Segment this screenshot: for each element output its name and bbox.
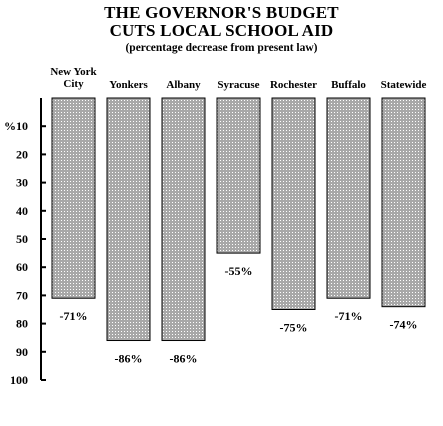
y-tick-label: 60	[16, 260, 28, 274]
bar	[216, 97, 261, 254]
category-label: Rochester	[270, 79, 317, 91]
y-axis-unit: %	[4, 119, 16, 133]
y-axis: %10 20 30 40 50 60 70 80 90 100	[4, 98, 46, 387]
y-tick-label: 30	[16, 176, 28, 190]
bar	[326, 97, 371, 299]
y-tick-label: 40	[16, 204, 28, 218]
y-tick-label: 20	[16, 147, 28, 161]
category-label: Statewide	[381, 79, 427, 91]
bar-value-label: -71%	[60, 309, 88, 323]
category-label: Buffalo	[331, 79, 366, 91]
category-label: Albany	[166, 79, 201, 91]
y-tick-label: %10	[4, 119, 28, 133]
y-tick-label: 90	[16, 345, 28, 359]
chart-subtitle: (percentage decrease from present law)	[125, 42, 318, 54]
bar-value-label: -74%	[390, 318, 418, 332]
bar-value-label: -71%	[335, 309, 363, 323]
bars: -71% -86% -86% -55% -75% -71% -74%	[51, 97, 426, 366]
y-tick-label: 100	[10, 373, 28, 387]
category-label: Yonkers	[109, 79, 148, 91]
category-label: Syracuse	[217, 79, 259, 91]
y-tick-label: 70	[16, 288, 28, 302]
bar-value-label: -86%	[170, 352, 198, 366]
bar	[271, 97, 316, 310]
category-label: City	[63, 78, 84, 90]
chart-title-line-2: CUTS LOCAL SCHOOL AID	[109, 21, 334, 40]
bar-value-label: -55%	[225, 264, 253, 278]
category-label: New York	[50, 66, 97, 78]
bar	[161, 97, 206, 342]
chart-title-line-1: THE GOVERNOR'S BUDGET	[104, 3, 339, 22]
bar	[381, 97, 426, 308]
bar	[106, 97, 151, 342]
y-tick-label: 50	[16, 232, 28, 246]
bar-value-label: -86%	[115, 352, 143, 366]
bar	[51, 97, 96, 299]
y-tick-label: 80	[16, 317, 28, 331]
bar-value-label: -75%	[280, 321, 308, 335]
